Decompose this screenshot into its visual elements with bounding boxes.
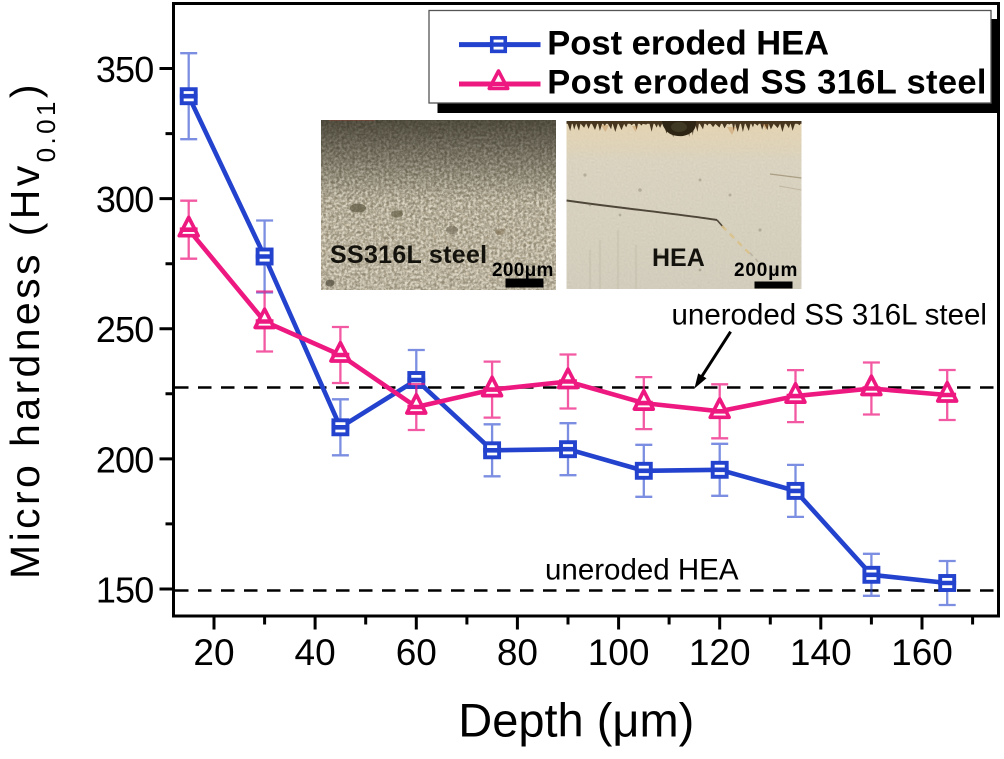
svg-text:80: 80	[497, 632, 538, 673]
svg-text:HEA: HEA	[652, 244, 705, 272]
svg-text:Post eroded HEA: Post eroded HEA	[547, 24, 829, 62]
svg-text:Post eroded SS 316L steel: Post eroded SS 316L steel	[547, 64, 987, 102]
svg-text:120: 120	[689, 632, 751, 673]
svg-text:uneroded HEA: uneroded HEA	[545, 554, 739, 587]
svg-text:150: 150	[96, 570, 154, 611]
svg-text:200: 200	[96, 439, 154, 480]
svg-text:SS316L steel: SS316L steel	[330, 241, 487, 269]
svg-text:140: 140	[790, 632, 852, 673]
svg-text:200μm: 200μm	[734, 260, 798, 281]
svg-text:uneroded SS 316L steel: uneroded SS 316L steel	[672, 298, 987, 331]
svg-text:Depth (μm): Depth (μm)	[458, 694, 694, 747]
svg-text:20: 20	[193, 632, 234, 673]
svg-text:40: 40	[295, 632, 336, 673]
svg-text:100: 100	[588, 632, 650, 673]
svg-text:250: 250	[96, 309, 154, 350]
svg-text:300: 300	[96, 179, 154, 220]
svg-text:60: 60	[396, 632, 437, 673]
svg-text:200μm: 200μm	[492, 260, 554, 281]
svg-text:160: 160	[891, 632, 953, 673]
svg-text:350: 350	[96, 49, 154, 90]
